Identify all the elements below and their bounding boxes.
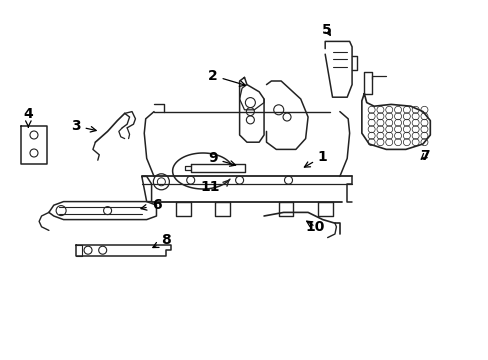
Text: 10: 10 (305, 220, 325, 234)
Text: 6: 6 (141, 198, 161, 212)
Text: 9: 9 (207, 152, 235, 166)
Text: 1: 1 (304, 150, 327, 167)
Text: 3: 3 (71, 119, 96, 133)
Text: 11: 11 (200, 180, 220, 194)
Text: 5: 5 (321, 23, 331, 36)
Text: 2: 2 (207, 69, 245, 86)
Text: 7: 7 (420, 149, 429, 162)
Text: 8: 8 (153, 234, 171, 248)
Text: 4: 4 (23, 108, 33, 127)
